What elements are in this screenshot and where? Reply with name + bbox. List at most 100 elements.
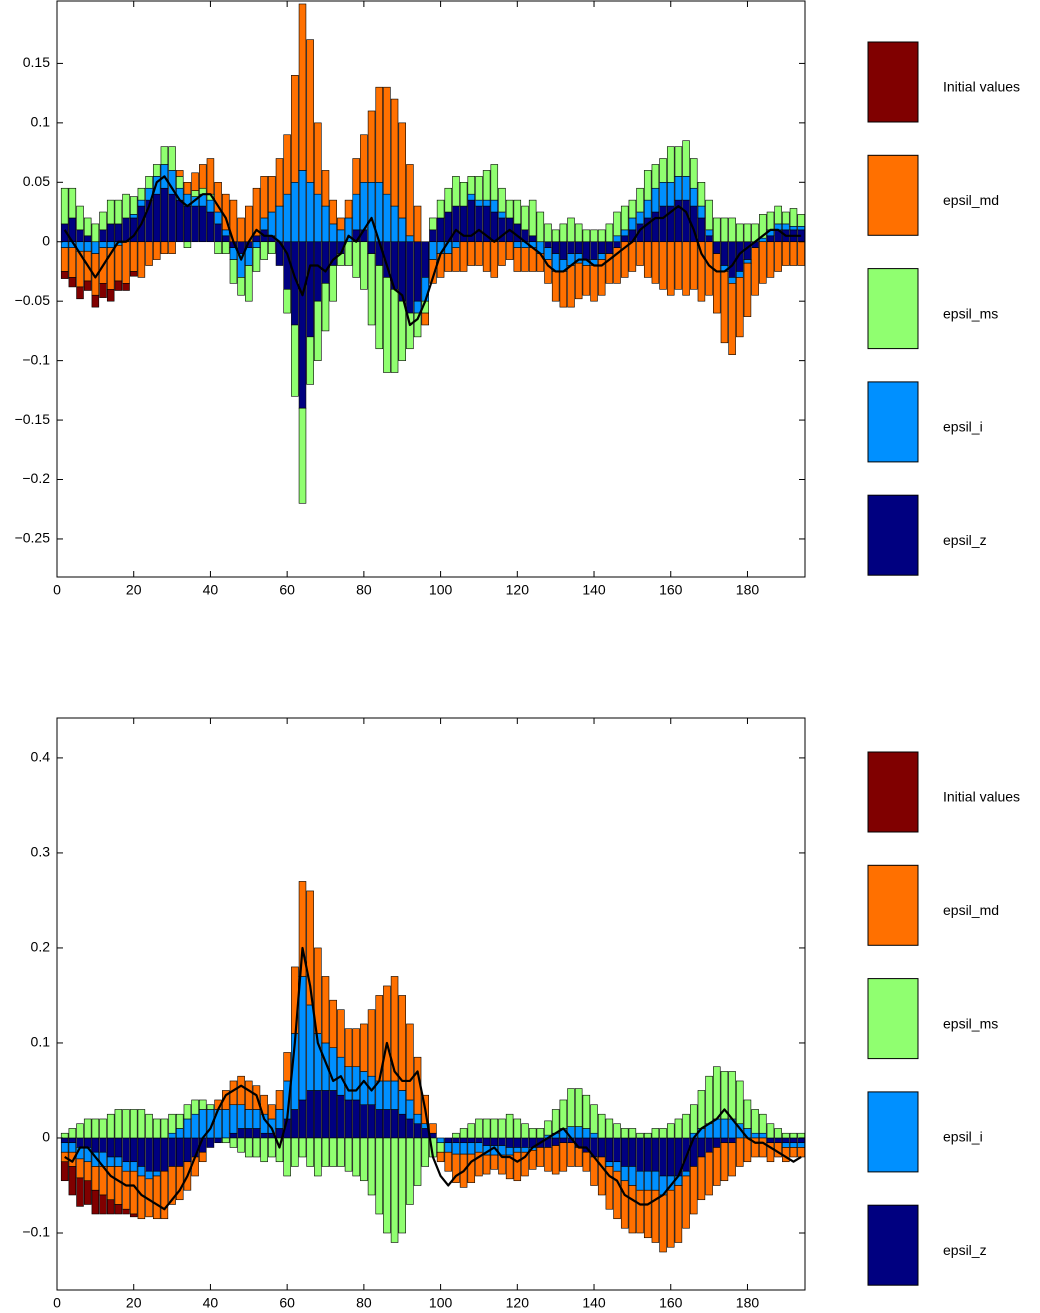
bar (620, 205, 629, 231)
bar (697, 1137, 706, 1158)
bar (643, 170, 652, 201)
bar (337, 1009, 345, 1058)
bar (268, 211, 276, 237)
bar (337, 1137, 345, 1167)
bar (76, 1123, 84, 1139)
bar (513, 199, 522, 225)
bar (321, 976, 330, 1044)
bar (252, 235, 261, 243)
bar (751, 1132, 759, 1139)
bar (68, 1142, 77, 1153)
bar (782, 223, 790, 231)
bar (152, 1137, 161, 1172)
bar (152, 193, 161, 243)
bar (766, 241, 775, 278)
bar (521, 1123, 529, 1139)
bar (76, 1177, 84, 1207)
bar (122, 193, 130, 219)
bar (613, 235, 621, 243)
bar (452, 1142, 460, 1155)
bar (99, 283, 107, 298)
bar (260, 241, 268, 260)
bar (528, 247, 537, 272)
bar (344, 1028, 353, 1068)
bar (360, 182, 368, 231)
bar (91, 241, 100, 254)
bar (697, 241, 706, 302)
bar (436, 217, 445, 243)
bar (175, 199, 184, 243)
bar (651, 1137, 660, 1172)
legend-swatch (867, 268, 919, 350)
y-tick-label: −0.05 (15, 292, 51, 308)
bar (690, 241, 698, 290)
bar (789, 225, 798, 231)
bar (475, 199, 483, 207)
bar (306, 241, 314, 338)
legend-swatch (867, 1204, 919, 1286)
bar (152, 1175, 161, 1220)
bar (199, 164, 207, 189)
bar (789, 1142, 798, 1148)
bar (137, 1109, 146, 1139)
bar (360, 241, 368, 290)
bar (199, 1151, 207, 1163)
bar (298, 976, 307, 1101)
bar (375, 86, 383, 183)
bar (106, 1156, 115, 1167)
bar (360, 1071, 368, 1106)
x-tick-label: 80 (356, 1295, 372, 1311)
bar (99, 1118, 107, 1139)
bar (620, 235, 629, 243)
bar (505, 1154, 514, 1180)
bar (459, 1142, 468, 1155)
bar (674, 1185, 683, 1243)
bar (482, 1154, 491, 1175)
x-tick-label: 20 (126, 1295, 142, 1311)
bar (367, 182, 376, 243)
bar (129, 1161, 138, 1172)
bar (321, 1137, 330, 1167)
bar (390, 1137, 399, 1243)
bar (152, 241, 161, 260)
bar (421, 312, 429, 326)
bar (60, 1142, 69, 1153)
bar (206, 158, 215, 195)
bar (528, 1150, 537, 1170)
bar (321, 283, 330, 332)
bar (613, 1161, 621, 1172)
bar (613, 1123, 621, 1139)
line (64, 946, 802, 1211)
bar (83, 1180, 92, 1205)
bar (222, 229, 230, 237)
bar (605, 253, 614, 284)
bar (413, 205, 422, 243)
bar (222, 1109, 230, 1139)
bar (283, 134, 291, 195)
x-tick-label: 20 (126, 582, 142, 598)
bar (298, 407, 307, 504)
bar (551, 229, 560, 243)
bar (352, 158, 360, 195)
bar (106, 1113, 115, 1139)
bar (551, 271, 560, 302)
bar (582, 229, 591, 243)
bar (122, 217, 130, 243)
bar (728, 241, 736, 278)
bar (398, 1090, 406, 1115)
bar (106, 241, 115, 248)
bar (114, 223, 123, 243)
bar (490, 1154, 499, 1170)
bar (237, 217, 245, 243)
bar (797, 1142, 805, 1148)
bar (636, 1137, 644, 1172)
legend-swatch (867, 864, 919, 946)
bar (690, 158, 698, 189)
bar (352, 1137, 360, 1177)
legend-swatch (867, 41, 919, 123)
bar (605, 1161, 614, 1167)
bar (314, 122, 322, 195)
y-tick-label: 0.4 (31, 749, 51, 765)
bar (398, 1113, 406, 1139)
bar (60, 187, 69, 225)
